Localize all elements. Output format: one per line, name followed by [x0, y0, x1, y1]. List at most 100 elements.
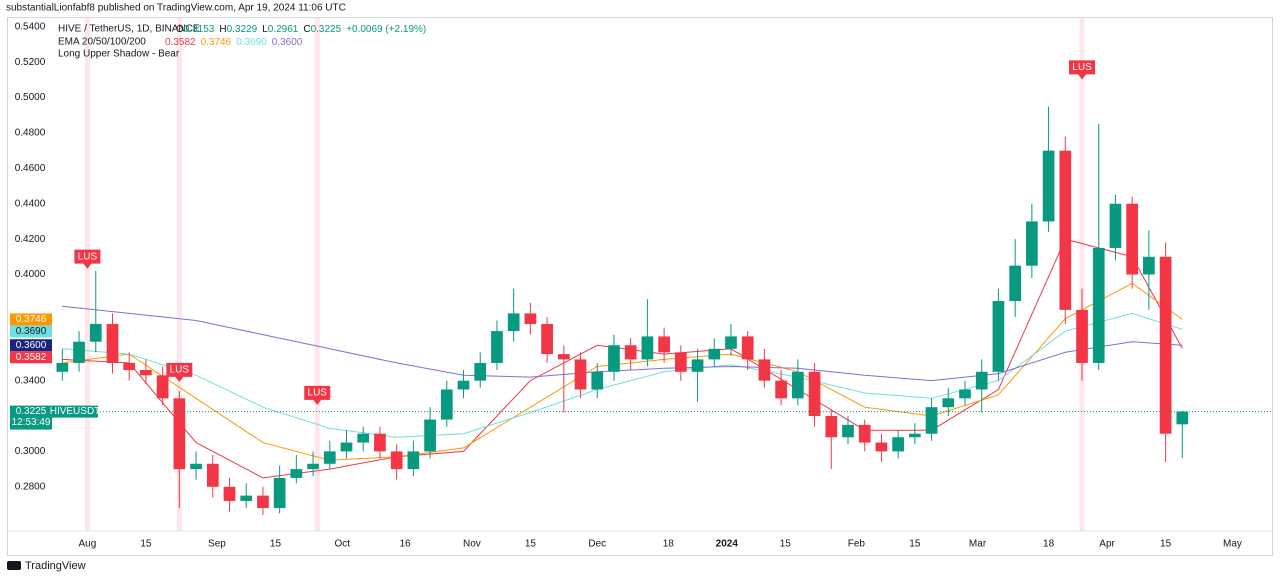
candle-body [374, 433, 386, 452]
highlight-band [1079, 18, 1085, 531]
candle-body [574, 359, 587, 390]
candle-body [307, 463, 319, 470]
candle-body [524, 313, 537, 325]
ema-values: 0.3582 0.3746 0.3690 0.3600 [165, 37, 303, 48]
candle-body [440, 389, 453, 420]
legend-value: 0.3746 [201, 37, 232, 48]
x-tick-label: 15 [1160, 539, 1172, 550]
x-tick-label: 18 [663, 539, 675, 550]
candle-body [106, 324, 119, 363]
candle-body [975, 371, 988, 390]
candle-body [474, 362, 487, 381]
candle-body [491, 331, 503, 363]
annotation-label: LUS [78, 251, 98, 262]
candle-body [725, 336, 737, 349]
candle-body [909, 433, 921, 438]
x-tick-label: 18 [1043, 539, 1055, 550]
candle-body [925, 407, 938, 434]
legend-value: L [262, 24, 268, 35]
annotation-flag [304, 385, 331, 405]
legend-value: 0.3229 [227, 24, 258, 35]
candle-body [407, 451, 420, 470]
candle-body [1042, 150, 1055, 222]
candle-body [223, 486, 236, 501]
candle-body [390, 451, 403, 470]
ema-line [62, 312, 1183, 438]
candle-body [875, 442, 888, 452]
x-tick-label: 15 [525, 539, 537, 550]
brand: TradingView [25, 560, 86, 572]
candle-body [691, 359, 704, 372]
candle-body [1009, 265, 1022, 302]
candle-body [775, 380, 787, 399]
candle-body [1026, 221, 1038, 266]
candle-body [323, 451, 336, 464]
candle-body [959, 389, 971, 399]
price-tag-label: 0.3582 [16, 352, 47, 363]
candle-body [791, 371, 804, 399]
candle-body [507, 313, 520, 332]
price-tag-label: 0.3746 [16, 314, 47, 325]
y-tick-label: 0.4600 [15, 163, 46, 174]
y-tick-label: 0.3400 [15, 375, 46, 386]
symbol-label: HIVEUSDT [50, 406, 101, 417]
candle-body [758, 359, 771, 381]
candle-body [89, 324, 102, 342]
highlight-band [176, 18, 182, 531]
ema-title: EMA 20/50/100/200 [58, 37, 146, 48]
candle-body [206, 463, 219, 487]
annotation-label: LUS [1072, 62, 1092, 73]
candle-body [1109, 203, 1122, 248]
ohlc: O0.3153 H0.3229 L0.2961 C0.3225 +0.0069 (+2.… [176, 24, 426, 35]
x-tick-label: Feb [848, 539, 866, 550]
x-tick-label: 15 [140, 539, 152, 550]
candle-body [892, 437, 904, 452]
legend-value: 0.3582 [165, 37, 196, 48]
candle-body [608, 345, 620, 372]
annotation-flag [1069, 60, 1096, 80]
symbol: HIVE / TetherUS, 1D, BINANCE [58, 24, 200, 35]
legend-value: 0.3690 [236, 37, 267, 48]
annotation-flag [74, 249, 101, 269]
candle-body [56, 362, 69, 372]
x-tick-label: 2024 [716, 539, 739, 550]
candle-body [140, 370, 152, 376]
x-tick-label: 15 [270, 539, 282, 550]
candle-body [658, 336, 670, 353]
candle-body [641, 336, 654, 360]
legend-value: 0.2961 [268, 24, 299, 35]
candle-body [357, 433, 370, 443]
candle-body [457, 380, 470, 390]
legend-value: O [176, 24, 184, 35]
candle-body [173, 398, 186, 470]
x-tick-label: Nov [463, 539, 481, 550]
symbol-tag [52, 405, 98, 418]
x-tick-label: Sep [208, 539, 226, 550]
price-tag [10, 351, 52, 364]
candle-body [340, 442, 353, 452]
candle-body [123, 362, 136, 371]
candle-body [190, 463, 202, 470]
footer-logo [7, 561, 21, 570]
legend-value: +0.0069 (+2.19%) [346, 24, 426, 35]
price-tag [10, 325, 52, 338]
annotation-label: LUS [170, 365, 190, 376]
candle-body [942, 398, 955, 408]
x-tick-label: 15 [780, 539, 792, 550]
x-tick-label: 16 [399, 539, 411, 550]
y-tick-label: 0.4200 [15, 234, 46, 245]
annotation-label: LUS [308, 388, 328, 399]
candle-body [73, 341, 85, 363]
y-tick-label: 0.4800 [15, 128, 46, 139]
y-tick-label: 0.2800 [15, 481, 46, 492]
candle-body [1059, 150, 1072, 310]
legend-value: 0.3225 [311, 24, 342, 35]
publisher: substantialLionfabf8 published on Tradin… [6, 3, 346, 14]
y-tick-label: 0.5200 [15, 57, 46, 68]
candle-body [273, 477, 286, 509]
price-tag-label: 0.3600 [16, 340, 47, 351]
x-tick-label: Apr [1099, 539, 1115, 550]
last-price-tag [10, 405, 52, 430]
candle-body [257, 495, 269, 509]
